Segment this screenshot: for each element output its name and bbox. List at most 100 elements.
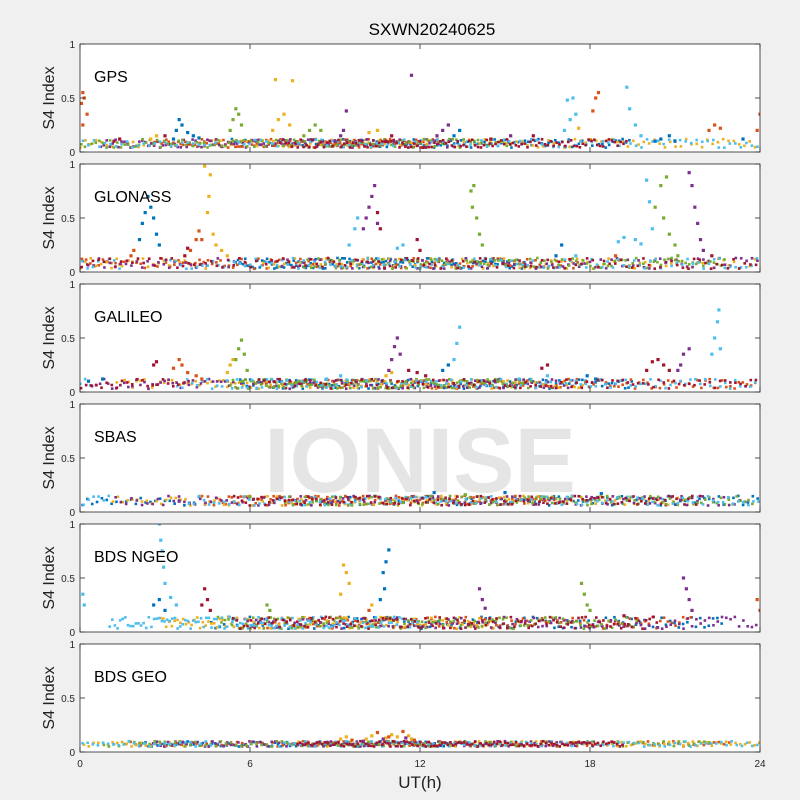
baseline-point <box>259 740 262 744</box>
baseline-point <box>167 264 171 267</box>
baseline-point <box>689 141 693 145</box>
baseline-point <box>363 616 367 620</box>
data-point <box>177 358 181 362</box>
data-point <box>186 370 190 375</box>
baseline-point <box>628 499 631 503</box>
baseline-point <box>288 387 292 391</box>
data-point <box>132 248 136 252</box>
baseline-point <box>604 616 608 620</box>
baseline-point <box>394 385 398 388</box>
baseline-point <box>747 498 750 502</box>
baseline-point <box>402 617 406 621</box>
baseline-point <box>720 622 723 625</box>
baseline-point <box>507 139 511 143</box>
baseline-point <box>183 381 187 384</box>
baseline-point <box>162 139 166 143</box>
baseline-point <box>181 143 185 147</box>
baseline-point <box>610 503 614 507</box>
baseline-point <box>696 744 699 748</box>
baseline-point <box>401 259 405 262</box>
baseline-point <box>613 615 616 619</box>
baseline-point <box>502 615 506 619</box>
baseline-point <box>496 263 499 266</box>
baseline-point <box>105 260 108 264</box>
baseline-point <box>318 503 322 507</box>
baseline-point <box>594 265 597 269</box>
baseline-point <box>244 618 247 621</box>
baseline-point <box>532 138 535 142</box>
baseline-point <box>613 140 617 144</box>
baseline-point <box>409 617 413 621</box>
baseline-point <box>731 502 735 505</box>
baseline-point <box>197 620 200 624</box>
baseline-point <box>581 142 585 146</box>
baseline-point <box>279 137 282 141</box>
baseline-point <box>637 496 641 500</box>
baseline-point <box>685 265 689 268</box>
baseline-point <box>281 495 284 499</box>
baseline-point <box>486 267 489 270</box>
baseline-point <box>717 495 721 498</box>
data-point <box>80 101 84 105</box>
baseline-point <box>332 381 336 385</box>
baseline-point <box>288 625 292 629</box>
baseline-point <box>644 382 647 386</box>
baseline-point <box>400 258 403 262</box>
baseline-point <box>428 625 432 629</box>
baseline-point <box>646 740 650 743</box>
baseline-point <box>459 139 463 142</box>
baseline-point <box>159 145 162 149</box>
baseline-point <box>473 144 477 147</box>
baseline-point <box>394 259 398 263</box>
baseline-point <box>338 141 342 144</box>
baseline-point <box>114 261 117 265</box>
baseline-point <box>323 503 327 507</box>
baseline-point <box>270 740 273 744</box>
baseline-point <box>703 496 706 500</box>
baseline-point <box>488 260 492 264</box>
baseline-point <box>698 616 702 620</box>
baseline-point <box>369 143 372 147</box>
data-point <box>231 118 235 122</box>
baseline-point <box>266 744 270 748</box>
baseline-point <box>373 258 377 262</box>
baseline-point <box>649 378 652 381</box>
baseline-point <box>594 502 598 506</box>
baseline-point <box>361 621 365 625</box>
baseline-point <box>194 139 197 143</box>
baseline-point <box>259 619 262 623</box>
y-tick-label: 0 <box>69 148 75 159</box>
baseline-point <box>350 144 354 148</box>
baseline-point <box>639 382 642 386</box>
baseline-point <box>610 626 614 630</box>
baseline-point <box>706 138 709 141</box>
baseline-point <box>124 500 128 503</box>
baseline-point <box>659 502 663 506</box>
baseline-point <box>399 500 402 504</box>
baseline-point <box>663 146 667 149</box>
baseline-point <box>318 624 322 628</box>
baseline-point <box>659 263 663 267</box>
baseline-point <box>421 383 425 386</box>
baseline-point <box>690 624 694 628</box>
baseline-point <box>226 146 230 149</box>
baseline-point <box>518 259 521 262</box>
baseline-point <box>356 386 359 389</box>
baseline-point <box>322 499 326 502</box>
baseline-point <box>393 260 396 263</box>
baseline-point <box>566 623 570 626</box>
baseline-point <box>136 144 140 148</box>
baseline-point <box>561 265 565 268</box>
baseline-point <box>184 622 188 626</box>
baseline-point <box>481 621 484 624</box>
baseline-point <box>635 619 639 622</box>
baseline-point <box>637 143 640 146</box>
baseline-point <box>302 381 306 384</box>
baseline-point <box>401 384 405 387</box>
baseline-point <box>335 263 338 266</box>
baseline-point <box>519 381 522 385</box>
baseline-point <box>223 618 227 622</box>
baseline-point <box>476 380 479 384</box>
baseline-point <box>281 257 285 260</box>
baseline-point <box>523 139 527 143</box>
